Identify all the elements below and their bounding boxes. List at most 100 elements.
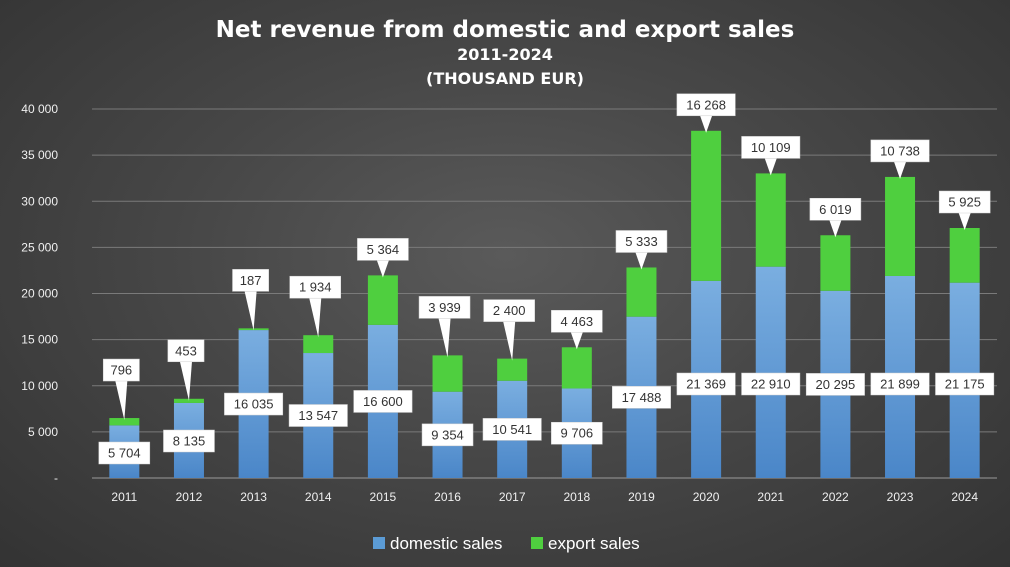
legend: domestic sales export sales [373, 534, 640, 553]
chart-title: Net revenue from domestic and export sal… [216, 17, 795, 43]
y-axis: - 5 000 10 000 15 000 20 000 25 000 30 000 35 0… [21, 102, 58, 485]
data-label-domestic: 10 541 [482, 418, 542, 441]
label-text: 8 135 [173, 434, 206, 449]
callout-pointer [958, 213, 971, 231]
y-tick-label: 25 000 [21, 240, 58, 254]
label-box [289, 275, 341, 299]
x-tick-label: 2018 [563, 490, 590, 504]
label-text: 13 547 [298, 408, 338, 423]
label-box [353, 390, 413, 413]
label-text: 4 463 [561, 314, 594, 329]
label-text: 10 738 [880, 143, 920, 158]
callout-pointer [115, 381, 128, 421]
data-label-export: 4 463 [551, 310, 603, 350]
callout-pointer [503, 321, 516, 361]
callout-pointer [309, 298, 322, 338]
label-box [483, 299, 535, 322]
data-label-export: 5 925 [938, 190, 991, 231]
callout-pointer [179, 361, 192, 401]
label-box [676, 93, 736, 117]
y-tick-label: - [54, 471, 58, 485]
data-label-domestic: 21 899 [870, 372, 930, 396]
x-tick-label: 2019 [628, 490, 655, 504]
label-box [102, 358, 140, 382]
callout-pointer [438, 318, 451, 358]
data-label-domestic: 16 035 [224, 392, 284, 416]
label-box [741, 136, 801, 159]
label-box [163, 429, 215, 453]
data-label-export: 3 939 [418, 296, 471, 358]
label-text: 16 035 [234, 397, 274, 412]
label-text: 16 268 [686, 97, 726, 112]
x-tick-label: 2020 [693, 490, 720, 504]
label-box [809, 198, 862, 221]
data-label-domestic: 17 488 [612, 386, 671, 409]
label-text: 3 939 [428, 300, 461, 315]
label-box [421, 423, 474, 447]
data-labels: 5 704 796 8 135 453 16 035 187 13 547 1 934 16 6… [98, 93, 995, 465]
data-label-domestic: 16 600 [353, 390, 413, 413]
label-box [288, 404, 348, 427]
x-tick-label: 2013 [240, 490, 267, 504]
label-box [357, 238, 409, 261]
callout-pointer [244, 291, 257, 331]
data-label-domestic: 13 547 [288, 404, 348, 427]
bar-export [173, 398, 204, 403]
label-box [615, 230, 668, 253]
data-label-domestic: 20 295 [805, 373, 865, 396]
data-label-export: 16 268 [676, 93, 736, 133]
x-tick-label: 2017 [499, 490, 526, 504]
label-text: 9 706 [561, 426, 594, 441]
label-text: 17 488 [622, 390, 662, 405]
data-label-domestic: 21 369 [676, 372, 736, 396]
label-box [612, 386, 671, 409]
bar-export [755, 173, 786, 267]
label-text: 453 [175, 343, 197, 358]
callout-pointer [700, 115, 713, 133]
y-tick-label: 20 000 [21, 287, 58, 301]
data-label-domestic: 9 354 [421, 423, 474, 447]
bar-export [497, 358, 528, 381]
data-label-export: 5 333 [615, 230, 668, 270]
bar-export [432, 355, 463, 392]
x-tick-label: 2023 [887, 490, 914, 504]
x-tick-label: 2024 [951, 490, 978, 504]
x-axis: 2011 2012 2013 2014 2015 2016 2017 2018 2019 2020… [111, 490, 978, 504]
x-tick-label: 2015 [370, 490, 397, 504]
label-text: 16 600 [363, 394, 403, 409]
legend-swatch-export [531, 537, 543, 549]
y-tick-label: 30 000 [21, 194, 58, 208]
bar-export [303, 335, 334, 354]
label-text: 187 [240, 273, 262, 288]
label-box [232, 269, 269, 292]
label-text: 5 333 [625, 234, 658, 249]
label-text: 10 109 [751, 140, 791, 155]
data-label-domestic: 21 175 [935, 372, 995, 396]
legend-label-export: export sales [548, 534, 640, 553]
callout-pointer [894, 161, 907, 179]
y-tick-label: 10 000 [21, 379, 58, 393]
data-label-domestic: 5 704 [98, 441, 151, 465]
data-label-domestic: 8 135 [163, 429, 215, 453]
y-tick-label: 5 000 [28, 425, 58, 439]
x-tick-label: 2022 [822, 490, 849, 504]
bar-domestic [755, 266, 786, 478]
label-text: 6 019 [819, 202, 852, 217]
label-box [551, 310, 603, 333]
bar-export [109, 418, 140, 426]
bars [109, 130, 980, 478]
label-box [551, 421, 603, 445]
y-tick-label: 35 000 [21, 148, 58, 162]
label-box [167, 339, 205, 363]
data-label-export: 6 019 [809, 198, 862, 238]
label-box [870, 372, 930, 396]
label-text: 796 [110, 363, 132, 378]
label-text: 5 364 [367, 242, 400, 257]
label-text: 21 175 [945, 377, 985, 392]
label-box [98, 441, 151, 465]
chart-subtitle: 2011-2024 [457, 45, 553, 64]
data-label-export: 10 109 [741, 136, 801, 176]
label-box [938, 190, 991, 214]
label-text: 1 934 [299, 280, 332, 295]
